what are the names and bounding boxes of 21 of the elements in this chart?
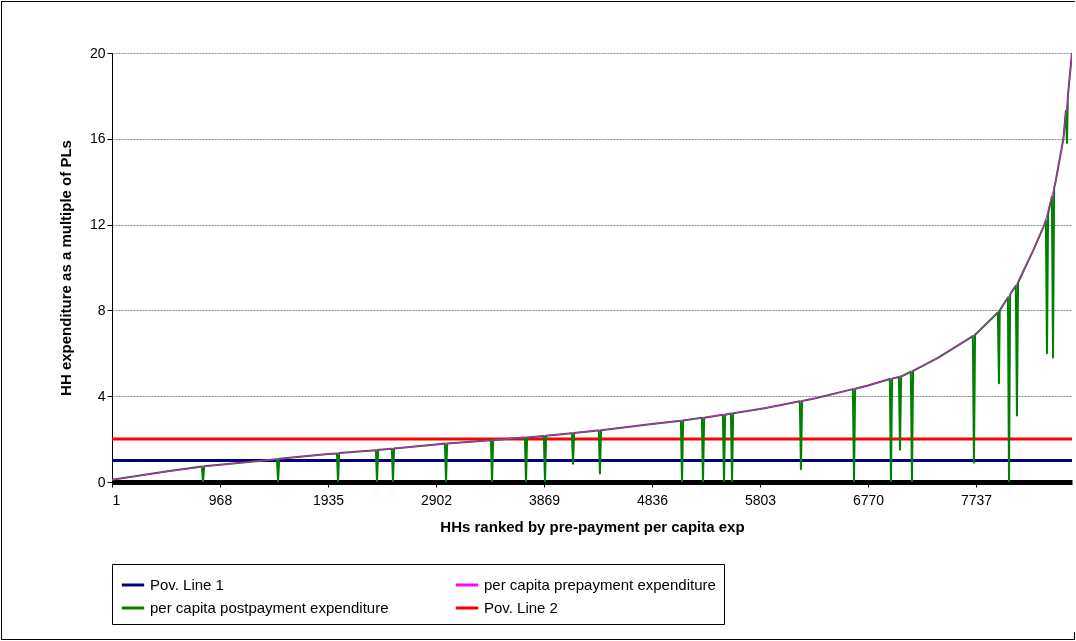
- legend-label: per capita postpayment expenditure: [150, 599, 389, 616]
- legend-label: Pov. Line 2: [484, 599, 558, 616]
- y-tick-label: 4: [97, 387, 106, 404]
- y-tick-label: 16: [89, 130, 106, 147]
- y-tick-label: 20: [89, 44, 106, 61]
- y-axis-title: HH expenditure as a multiple of PLs: [56, 140, 74, 396]
- x-tick-label: 5803: [744, 491, 777, 508]
- x-tick-label: 3869: [528, 491, 561, 508]
- y-tick-label: 8: [97, 301, 106, 318]
- x-tick-label: 7737: [960, 491, 993, 508]
- x-tick-label: 1: [112, 491, 121, 508]
- x-tick-label: 6770: [852, 491, 885, 508]
- legend-label: per capita prepayment expenditure: [484, 576, 716, 593]
- x-tick-label: 1935: [312, 491, 345, 508]
- y-tick-label: 0: [97, 473, 106, 490]
- x-axis-title: HHs ranked by pre-payment per capita exp: [440, 517, 745, 535]
- x-tick-label: 4836: [636, 491, 669, 508]
- x-tick-label: 2902: [420, 491, 453, 508]
- y-tick-label: 12: [89, 216, 106, 233]
- legend-label: Pov. Line 1: [150, 576, 224, 593]
- x-tick-label: 968: [208, 491, 233, 508]
